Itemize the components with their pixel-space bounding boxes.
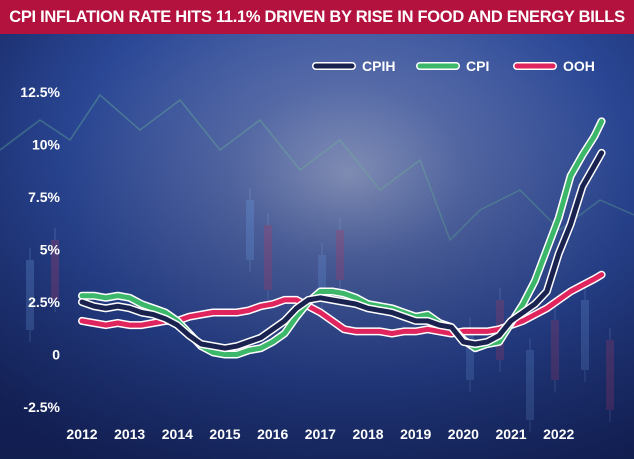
y-tick-label: 5% (40, 242, 61, 258)
x-tick-label: 2012 (66, 426, 97, 442)
x-tick-label: 2014 (162, 426, 193, 442)
legend: CPIH CPI OOH (312, 58, 595, 74)
series-line-cpih (79, 150, 605, 351)
legend-label: CPI (466, 58, 489, 74)
y-tick-label: -2.5% (23, 399, 60, 415)
legend-label: CPIH (362, 58, 395, 74)
x-tick-label: 2021 (495, 426, 526, 442)
y-tick-label: 10% (32, 137, 61, 153)
y-tick-label: 0 (52, 347, 60, 363)
x-tick-label: 2017 (305, 426, 336, 442)
x-axis: 2012 2013 2014 2015 2016 2017 2018 2019 2020 2021… (66, 426, 574, 442)
x-tick-label: 2018 (352, 426, 383, 442)
x-tick-label: 2015 (209, 426, 240, 442)
legend-label: OOH (563, 58, 595, 74)
series-lines (78, 117, 606, 359)
series-line-cpi (79, 118, 605, 357)
y-tick-label: 2.5% (28, 294, 60, 310)
chart-title: CPI INFLATION RATE HITS 11.1% DRIVEN BY … (0, 0, 634, 34)
x-tick-label: 2022 (543, 426, 574, 442)
y-axis: -2.5% 0 2.5% 5% 7.5% 10% 12.5% (20, 84, 60, 415)
y-tick-label: 12.5% (20, 84, 60, 100)
x-tick-label: 2016 (257, 426, 288, 442)
x-tick-label: 2013 (114, 426, 145, 442)
x-tick-label: 2020 (448, 426, 479, 442)
y-tick-label: 7.5% (28, 189, 60, 205)
x-tick-label: 2019 (400, 426, 431, 442)
